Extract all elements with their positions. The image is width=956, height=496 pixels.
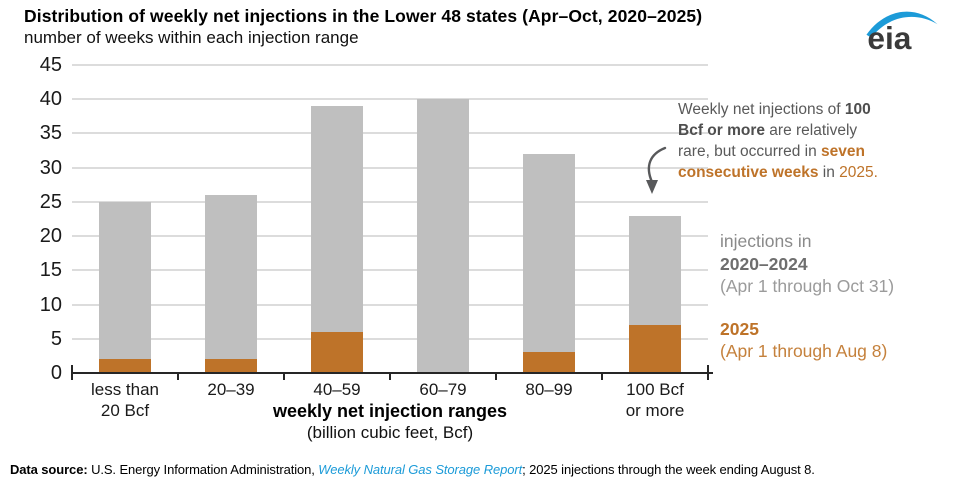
gridline xyxy=(72,166,708,169)
legend-spacer xyxy=(720,298,894,318)
y-axis-label: 30 xyxy=(39,156,62,179)
x-axis-tick xyxy=(707,365,709,372)
annotation-segment: 2025. xyxy=(839,164,878,181)
gridline xyxy=(72,98,708,101)
x-axis-label: 100 Bcf or more xyxy=(625,380,685,420)
y-axis-label: 15 xyxy=(39,259,62,282)
annotation-segment: rare, but occurred in xyxy=(678,143,822,160)
footer-text: ; 2025 injections through the week endin… xyxy=(522,462,815,477)
annotation-line: Weekly net injections of 100 xyxy=(678,99,956,120)
annotation-text: Weekly net injections of 100 Bcf or more … xyxy=(678,99,956,183)
gridline xyxy=(72,200,708,203)
legend: injections in 2020–2024 (Apr 1 through Oct… xyxy=(720,230,894,363)
y-axis-label: 10 xyxy=(39,293,62,316)
footer-note: Data source: U.S. Energy Information Adm… xyxy=(10,462,815,477)
x-axis-tick xyxy=(601,374,603,380)
bar-segment-2025 xyxy=(99,359,151,373)
x-axis-tick xyxy=(71,365,73,372)
svg-text:eia: eia xyxy=(867,20,911,54)
footer-label: Data source: xyxy=(10,462,92,477)
annotation-line: rare, but occurred in seven xyxy=(678,141,956,162)
annotation-segment: in xyxy=(818,164,840,181)
annotation-arrow-icon xyxy=(646,146,667,194)
annotation-segment: Bcf or more xyxy=(678,122,765,139)
source-link[interactable]: Weekly Natural Gas Storage Report xyxy=(318,462,523,477)
bar-segment-2025 xyxy=(205,359,257,373)
legend-item: injections in xyxy=(720,231,812,251)
y-axis-label: 5 xyxy=(50,327,62,350)
legend-item: 2025 xyxy=(720,318,759,339)
x-axis-label: 40–59 xyxy=(313,380,361,399)
annotation-segment: seven xyxy=(821,143,865,160)
y-axis-label: 40 xyxy=(39,88,62,111)
y-axis-label: 25 xyxy=(39,190,62,213)
x-axis-label: 80–99 xyxy=(525,380,573,399)
y-axis-label: 20 xyxy=(39,225,62,248)
legend-item: 2020–2024 xyxy=(720,253,808,274)
gridline xyxy=(72,64,708,66)
eia-logo: eia xyxy=(866,11,938,54)
x-axis-title: weekly net injection ranges xyxy=(272,401,508,421)
annotation-line: consecutive weeks in 2025. xyxy=(678,162,956,183)
bar-segment-2020-2024 xyxy=(99,201,151,360)
gridline xyxy=(72,269,708,272)
x-axis-tick xyxy=(389,374,391,380)
bar-segment-2020-2024 xyxy=(523,153,575,353)
annotation-segment: consecutive weeks xyxy=(678,164,819,181)
x-axis-tick xyxy=(707,374,709,380)
gridline xyxy=(72,337,708,340)
footer-text: U.S. Energy Information Administration, xyxy=(91,462,319,477)
x-axis-tick xyxy=(71,374,73,380)
x-axis-subtitle: (billion cubic feet, Bcf) xyxy=(306,423,474,442)
page-subtitle: number of weeks within each injection ra… xyxy=(24,28,359,47)
gridline xyxy=(72,303,708,306)
legend-item: (Apr 1 through Oct 31) xyxy=(720,276,895,296)
x-axis-tick xyxy=(495,374,497,380)
x-axis-label: 60–79 xyxy=(419,380,467,399)
x-axis-label: 20–39 xyxy=(207,380,255,399)
annotation-segment: 100 xyxy=(844,101,871,118)
y-axis-label: 35 xyxy=(39,122,62,145)
x-axis-label: less than 20 Bcf xyxy=(90,380,160,420)
annotation-segment: are relatively xyxy=(765,122,858,139)
annotation-line: Bcf or more are relatively xyxy=(678,120,956,141)
x-axis-tick xyxy=(283,374,285,380)
annotation-segment: Weekly net injections of xyxy=(678,101,845,118)
x-axis-line xyxy=(71,372,713,374)
gridline xyxy=(72,235,708,238)
y-axis-label: 0 xyxy=(50,362,62,384)
bar-segment-2020-2024 xyxy=(629,215,681,326)
bar-segment-2025 xyxy=(311,331,363,373)
bar-segment-2020-2024 xyxy=(311,106,363,332)
gridline xyxy=(72,132,708,135)
bar-segment-2020-2024 xyxy=(417,99,469,373)
bar-segment-2020-2024 xyxy=(205,195,257,360)
x-axis-tick xyxy=(177,374,179,380)
bar-segment-2025 xyxy=(523,352,575,373)
page-title: Distribution of weekly net injections in… xyxy=(24,6,703,26)
bar-segment-2025 xyxy=(629,325,681,373)
y-axis-label: 45 xyxy=(39,54,62,76)
legend-item: (Apr 1 through Aug 8) xyxy=(720,341,888,361)
